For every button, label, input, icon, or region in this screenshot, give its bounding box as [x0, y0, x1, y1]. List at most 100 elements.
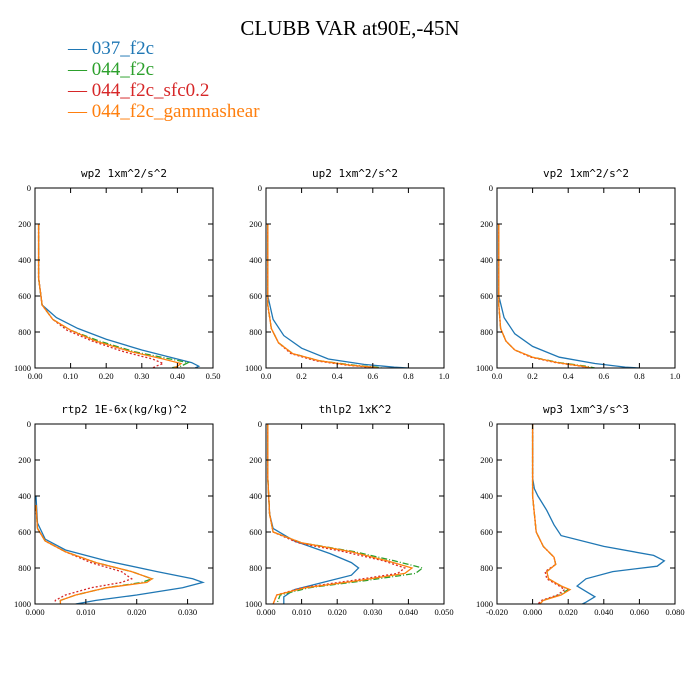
panel-3: vp2 1xm^2/s^2 0.0 0.2 0.4 0.6 0.8 1.0 0 200 400 60… [476, 167, 680, 381]
series-line-037_f2c [531, 424, 666, 604]
x-tick-label: 0.010 [76, 607, 95, 617]
series-line-037_f2c [267, 424, 360, 604]
legend-label: 044_f2c_gammashear [91, 101, 260, 122]
x-tick-label: 0.050 [434, 607, 453, 617]
y-tick-label: 1000 [476, 599, 493, 609]
y-tick-label: 400 [249, 255, 262, 265]
plot-frame [496, 423, 676, 605]
y-tick-label: 1000 [14, 363, 31, 373]
x-tick-label: 0.6 [598, 371, 609, 381]
series-line-037_f2c [35, 495, 205, 604]
y-tick-label: 0 [258, 419, 262, 429]
panel-title: vp2 1xm^2/s^2 [543, 167, 629, 180]
y-tick-label: 400 [480, 491, 493, 501]
y-tick-label: 800 [18, 563, 31, 573]
y-tick-label: 0 [27, 183, 31, 193]
legend-label: 037_f2c [91, 38, 155, 59]
plot-frame [34, 187, 214, 369]
y-tick-label: 600 [480, 291, 493, 301]
figure-title: CLUBB VAR at90E,-45N [240, 16, 460, 40]
series-line-044_f2c_sfc0.2 [498, 224, 590, 368]
series-group [35, 495, 205, 604]
x-tick-label: 0.000 [256, 607, 275, 617]
x-tick-label: 0.010 [292, 607, 311, 617]
y-tick-label: 1000 [245, 363, 262, 373]
series-group [267, 424, 425, 604]
y-tick-label: 0 [258, 183, 262, 193]
panel-title: up2 1xm^2/s^2 [312, 167, 398, 180]
x-tick-label: 0.080 [665, 607, 684, 617]
x-tick-label: 0.0 [261, 371, 272, 381]
x-tick-label: 0.30 [134, 371, 149, 381]
x-tick-label: 0.2 [296, 371, 307, 381]
series-line-037_f2c [267, 224, 409, 368]
series-group [531, 424, 666, 604]
panel-4: rtp2 1E-6x(kg/kg)^2 0.000 0.010 0.020 0.030 0… [14, 403, 214, 617]
series-line-044_f2c [498, 224, 596, 368]
series-group [267, 224, 409, 368]
y-tick-label: 1000 [14, 599, 31, 609]
series-line-044_f2c_gammashear [37, 224, 183, 368]
x-tick-label: 1.0 [670, 371, 681, 381]
x-tick-label: 0.40 [170, 371, 185, 381]
y-tick-label: 0 [489, 419, 493, 429]
y-tick-label: 800 [18, 327, 31, 337]
x-tick-label: 1.0 [439, 371, 450, 381]
x-tick-label: 0.040 [399, 607, 418, 617]
x-tick-label: -0.020 [486, 607, 508, 617]
y-tick-label: 200 [18, 455, 31, 465]
legend: — 037_f2c — 044_f2c — 044_f2c_sfc0.2 — 0… [68, 38, 260, 122]
y-tick-label: 600 [18, 291, 31, 301]
legend-item-044-f2c: — 044_f2c [68, 59, 260, 80]
series-line-044_f2c [37, 224, 191, 368]
y-tick-label: 1000 [476, 363, 493, 373]
y-tick-label: 800 [480, 327, 493, 337]
y-tick-label: 400 [249, 491, 262, 501]
panel-title: thlp2 1xK^2 [319, 403, 392, 416]
plot-frame [265, 187, 445, 369]
series-line-044_f2c_gammashear [498, 224, 592, 368]
series-line-044_f2c_gammashear [267, 424, 414, 604]
legend-dash: — [68, 80, 92, 101]
y-tick-label: 600 [18, 527, 31, 537]
plot-frame [496, 187, 676, 369]
panel-2: up2 1xm^2/s^2 0.0 0.2 0.4 0.6 0.8 1.0 0 200 400 60… [245, 167, 449, 381]
y-tick-label: 800 [249, 327, 262, 337]
series-line-037_f2c [498, 224, 640, 368]
x-tick-label: 0.020 [127, 607, 146, 617]
legend-dash: — [68, 38, 92, 59]
x-tick-label: 0.50 [206, 371, 221, 381]
y-tick-label: 800 [480, 563, 493, 573]
x-tick-label: 0.020 [559, 607, 578, 617]
panel-5: thlp2 1xK^2 0.000 0.010 0.020 0.030 0.040 0.05… [245, 403, 454, 617]
series-line-044_f2c_gammashear [35, 504, 154, 604]
x-tick-label: 0.030 [178, 607, 197, 617]
series-line-044_f2c_gammashear [531, 424, 572, 604]
x-tick-label: 0.030 [363, 607, 382, 617]
y-tick-label: 0 [489, 183, 493, 193]
panel-6: wp3 1xm^3/s^3 -0.020 0.000 0.020 0.040 0.060 0… [476, 403, 685, 617]
x-tick-label: 0.4 [563, 371, 574, 381]
x-tick-label: 0.10 [63, 371, 78, 381]
y-tick-label: 0 [27, 419, 31, 429]
x-tick-label: 0.060 [630, 607, 649, 617]
legend-dash: — [68, 101, 92, 122]
y-tick-label: 1000 [245, 599, 262, 609]
series-line-044_f2c [531, 424, 570, 604]
y-tick-label: 200 [480, 219, 493, 229]
legend-item-044-f2c-sfc0.2: — 044_f2c_sfc0.2 [68, 80, 260, 101]
x-tick-label: 0.8 [634, 371, 645, 381]
y-tick-label: 200 [249, 219, 262, 229]
series-line-044_f2c [35, 504, 154, 604]
y-tick-label: 800 [249, 563, 262, 573]
legend-dash: — [68, 59, 92, 80]
y-tick-label: 600 [249, 527, 262, 537]
legend-label: 044_f2c_sfc0.2 [91, 80, 210, 101]
y-tick-label: 600 [249, 291, 262, 301]
series-line-044_f2c_sfc0.2 [37, 224, 165, 368]
series-group [37, 224, 201, 368]
panel-1: wp2 1xm^2/s^2 0.00 0.10 0.20 0.30 0.40 0.50 0 20… [14, 167, 220, 381]
y-tick-label: 600 [480, 527, 493, 537]
series-group [498, 224, 640, 368]
y-tick-label: 200 [480, 455, 493, 465]
